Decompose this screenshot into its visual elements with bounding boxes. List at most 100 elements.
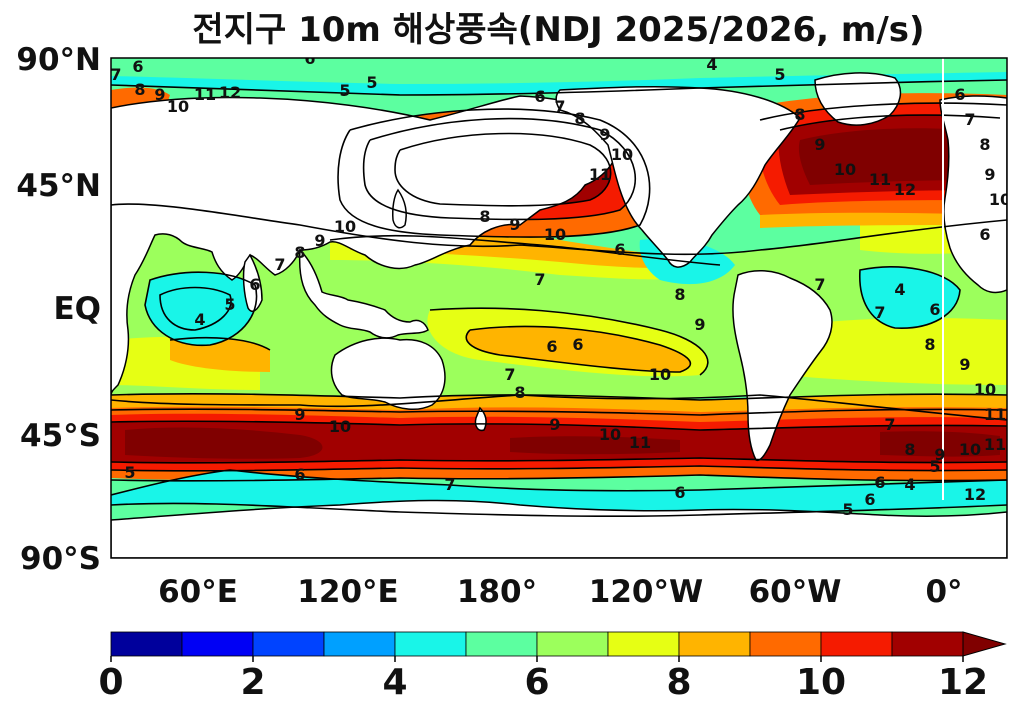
colorbar-segment (394, 631, 467, 657)
contour-label: 11 (984, 405, 1006, 424)
colorbar-tick-6: 6 (524, 662, 550, 703)
contour-label: 7 (274, 255, 285, 274)
contour-label: 8 (514, 383, 525, 402)
land-japan (392, 188, 407, 229)
contour-label: 9 (959, 355, 970, 374)
contour-label: 6 (294, 465, 305, 484)
contour-label: 9 (984, 165, 995, 184)
contour-label: 8 (674, 285, 685, 304)
contour-label: 6 (534, 87, 545, 106)
contour-label: 10 (959, 440, 981, 459)
colorbar-segment (110, 631, 183, 657)
lon-label-60e: 60°E (158, 574, 238, 610)
contour-label: 6 (614, 240, 625, 259)
contour-label: 7 (884, 415, 895, 434)
contour-label: 5 (224, 295, 235, 314)
contour-label: 12 (964, 485, 986, 504)
band-5-6-polar (111, 58, 1007, 558)
contour-label: 11 (589, 165, 611, 184)
contour-label: 11 (629, 433, 651, 452)
contour-label: 7 (964, 110, 975, 129)
colorbar-segment (252, 631, 325, 657)
land-north-america (555, 85, 801, 268)
contour-label: 9 (314, 231, 325, 250)
contour-label: 7 (554, 97, 565, 116)
colorbar-segment (678, 631, 751, 657)
contour-label: 6 (132, 57, 143, 76)
contour-label: 8 (924, 335, 935, 354)
contour-label: 9 (154, 85, 165, 104)
contour-label: 9 (294, 405, 305, 424)
map-title: 전지구 10m 해상풍속(NDJ 2025/2026, m/s) (192, 10, 925, 50)
contour-label: 12 (219, 83, 241, 102)
contour-label: 7 (110, 65, 121, 84)
contour-label: 10 (649, 365, 671, 384)
contour-label: 8 (574, 109, 585, 128)
contour-label: 12 (894, 180, 916, 199)
contour-label: 6 (674, 483, 685, 502)
contour-label: 10 (544, 225, 566, 244)
colorbar-segment (181, 631, 254, 657)
contour-label: 6 (546, 337, 557, 356)
lat-label-45n: 45°N (16, 168, 101, 204)
contour-label: 10 (334, 217, 356, 236)
contour-label: 6 (929, 300, 940, 319)
colorbar (110, 631, 1007, 662)
contour-label: 6 (304, 49, 315, 68)
colorbar-tick-10: 10 (795, 662, 847, 703)
contour-label: 7 (814, 275, 825, 294)
contour-label: 7 (874, 303, 885, 322)
colorbar-extend-arrow (962, 631, 1007, 657)
colorbar-segment (820, 631, 893, 657)
contour-label: 9 (814, 135, 825, 154)
contour-label: 7 (444, 475, 455, 494)
band-10-11 (111, 103, 1007, 471)
land-maritime-continent (298, 248, 429, 339)
contour-label: 5 (366, 73, 377, 92)
land-greenland (814, 72, 902, 126)
colorbar-segment (891, 631, 964, 657)
contour-label: 9 (599, 125, 610, 144)
lat-label-90n: 90°N (16, 42, 101, 78)
contour-label: 5 (339, 81, 350, 100)
contour-label: 6 (979, 225, 990, 244)
contour-label: 5 (842, 500, 853, 519)
colorbar-segment (536, 631, 609, 657)
contour-label: 7 (534, 270, 545, 289)
contour-label: 10 (599, 425, 621, 444)
contour-label: 8 (134, 80, 145, 99)
lon-label-120e: 120°E (297, 574, 399, 610)
contour-label: 7 (504, 365, 515, 384)
lon-label-180: 180° (456, 574, 538, 610)
colorbar-segment (607, 631, 680, 657)
lat-label-eq: EQ (53, 291, 101, 327)
contour-label: 10 (974, 380, 996, 399)
contour-label: 11 (984, 435, 1006, 454)
contour-label: 4 (894, 280, 905, 299)
contour-label: 5 (929, 457, 940, 476)
contour-label: 10 (834, 160, 856, 179)
contour-label: 4 (904, 475, 915, 494)
lon-label-0: 0° (925, 574, 963, 610)
lat-label-45s: 45°S (20, 418, 101, 454)
contour-label: 6 (874, 473, 885, 492)
lon-label-60w: 60°W (748, 574, 842, 610)
contour-label: 10 (329, 417, 351, 436)
land-australia (330, 337, 446, 410)
contour-label: 4 (194, 310, 205, 329)
contour-label: 4 (706, 55, 717, 74)
colorbar-tick-12: 12 (937, 662, 989, 703)
contour-label: 11 (869, 170, 891, 189)
land-new-zealand (474, 406, 487, 432)
land-africa-eurasia (111, 95, 622, 396)
contour-label: 5 (124, 463, 135, 482)
contour-label: 8 (979, 135, 990, 154)
band-above-12 (125, 128, 1000, 459)
contour-label: 10 (167, 97, 189, 116)
contour-label: 10 (989, 190, 1011, 209)
contour-label: 9 (509, 215, 520, 234)
